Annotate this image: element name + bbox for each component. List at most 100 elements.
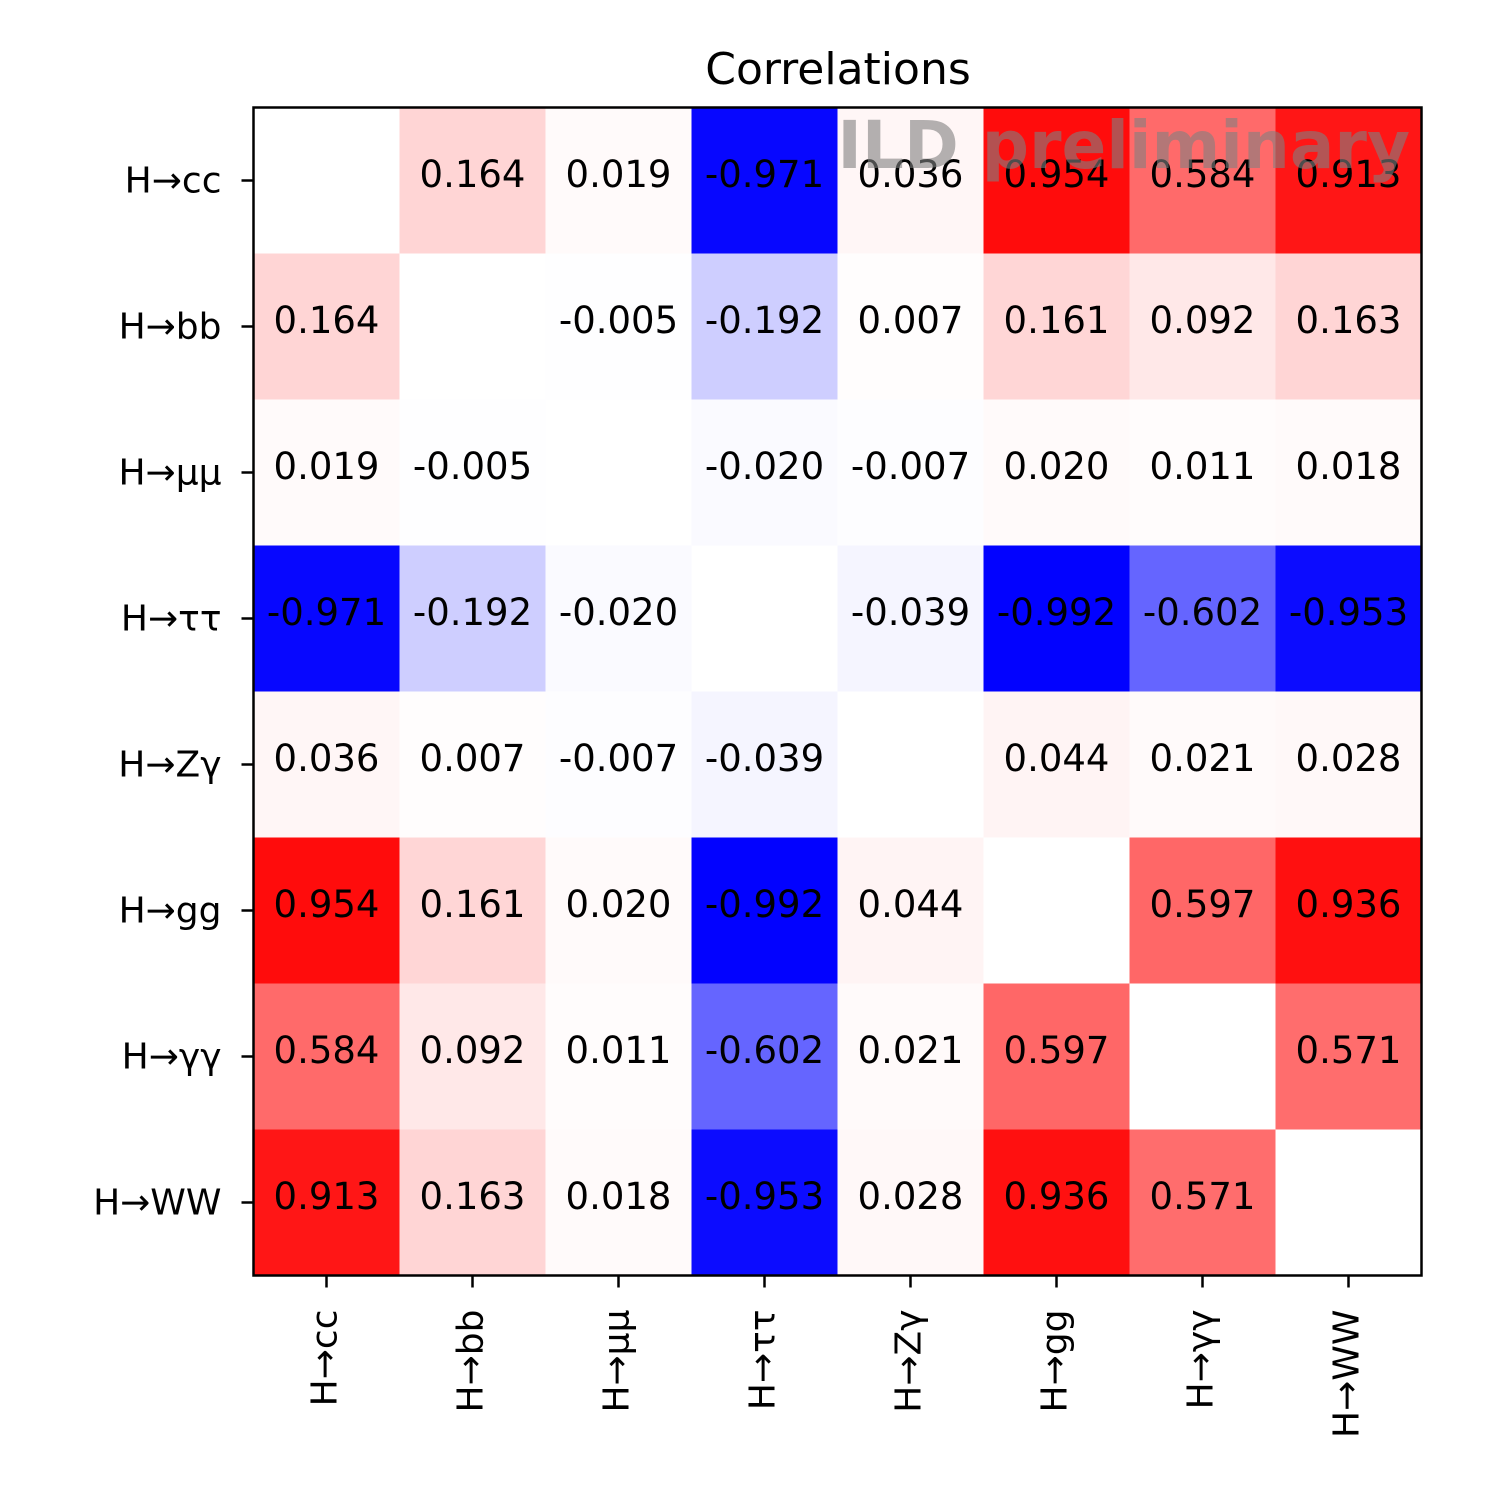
heatmap-cell xyxy=(837,837,985,985)
x-tick-label: H→bb xyxy=(451,1310,492,1413)
heatmap-cell xyxy=(399,399,547,547)
cell-value-label: 0.164 xyxy=(274,299,380,342)
heatmap-cell xyxy=(545,1129,693,1277)
cell-value-label: 0.007 xyxy=(420,737,526,780)
heatmap-cell xyxy=(253,253,401,401)
cell-value-label: -0.020 xyxy=(559,591,678,634)
heatmap-cell xyxy=(1129,1129,1277,1277)
heatmap-cell xyxy=(253,107,401,255)
heatmap-cell xyxy=(691,399,839,547)
y-tick-label: H→WW xyxy=(93,1183,221,1224)
cell-value-label: 0.913 xyxy=(274,1175,380,1218)
heatmap-cell xyxy=(983,983,1131,1131)
cell-value-label: 0.044 xyxy=(858,883,964,926)
heatmap-cell xyxy=(399,107,547,255)
heatmap-cell xyxy=(983,545,1131,693)
cell-value-label: -0.005 xyxy=(413,445,532,488)
cell-value-label: -0.953 xyxy=(705,1175,824,1218)
heatmap-cell xyxy=(399,1129,547,1277)
cell-value-label: 0.161 xyxy=(1004,299,1110,342)
cell-value-label: 0.018 xyxy=(566,1175,672,1218)
heatmap-cell xyxy=(837,983,985,1131)
heatmap-cell xyxy=(837,545,985,693)
heatmap-cell xyxy=(691,1129,839,1277)
heatmap-cell xyxy=(253,691,401,839)
cell-value-label: 0.036 xyxy=(274,737,380,780)
heatmap-cell xyxy=(1129,545,1277,693)
cell-value-label: -0.020 xyxy=(705,445,824,488)
x-tick-label: H→Zγ xyxy=(889,1310,930,1413)
cell-value-label: 0.021 xyxy=(1150,737,1256,780)
cell-value-label: -0.971 xyxy=(705,153,824,196)
y-tick-label: H→Zγ xyxy=(118,745,221,786)
cell-value-label: 0.571 xyxy=(1150,1175,1256,1218)
heatmap-cell xyxy=(1129,691,1277,839)
heatmap-cell xyxy=(253,1129,401,1277)
heatmap-cell xyxy=(399,545,547,693)
y-axis: H→cc H→bb H→μμ H→ττ H→Zγ H→gg H→γγ H→WW xyxy=(93,161,254,1224)
heatmap-cell-labels: 0.164 0.019 -0.971 0.036 0.954 0.584 0.913 0.16… xyxy=(267,153,1408,1218)
cell-value-label: 0.164 xyxy=(420,153,526,196)
cell-value-label: -0.992 xyxy=(705,883,824,926)
x-tick-label: H→ττ xyxy=(743,1310,784,1411)
x-tick-label: H→WW xyxy=(1327,1310,1368,1438)
heatmap-cell xyxy=(253,545,401,693)
heatmap-cell xyxy=(399,691,547,839)
heatmap-cell xyxy=(1129,837,1277,985)
cell-value-label: 0.011 xyxy=(1150,445,1256,488)
y-tick-label: H→cc xyxy=(125,161,222,202)
y-tick-label: H→γγ xyxy=(122,1037,222,1078)
heatmap-cell xyxy=(983,837,1131,985)
heatmap-cell xyxy=(983,107,1131,255)
x-tick-label: H→cc xyxy=(305,1310,346,1407)
heatmap-cell xyxy=(1129,399,1277,547)
cell-value-label: 0.019 xyxy=(566,153,672,196)
heatmap-cell xyxy=(399,983,547,1131)
cell-value-label: -0.007 xyxy=(559,737,678,780)
heatmap-cell xyxy=(545,691,693,839)
heatmap-cell xyxy=(691,107,839,255)
cell-value-label: 0.018 xyxy=(1296,445,1402,488)
y-tick-label: H→ττ xyxy=(121,599,222,640)
y-tick-label: H→bb xyxy=(119,307,222,348)
heatmap-cell xyxy=(691,691,839,839)
heatmap-cell xyxy=(1275,107,1423,255)
cell-value-label: 0.597 xyxy=(1150,883,1256,926)
heatmap-cell xyxy=(691,545,839,693)
heatmap-cell xyxy=(983,399,1131,547)
x-tick-label: H→gg xyxy=(1035,1310,1076,1413)
cell-value-label: 0.011 xyxy=(566,1029,672,1072)
cell-value-label: 0.571 xyxy=(1296,1029,1402,1072)
chart-title: Correlations xyxy=(705,44,971,95)
cell-value-label: 0.936 xyxy=(1296,883,1402,926)
cell-value-label: -0.039 xyxy=(705,737,824,780)
heatmap-cell xyxy=(545,837,693,985)
cell-value-label: 0.020 xyxy=(1004,445,1110,488)
heatmap-cell xyxy=(545,545,693,693)
cell-value-label: 0.163 xyxy=(420,1175,526,1218)
heatmap-cell xyxy=(1275,545,1423,693)
heatmap-cell xyxy=(545,983,693,1131)
heatmap-cell xyxy=(1129,253,1277,401)
heatmap-cell xyxy=(545,253,693,401)
cell-value-label: 0.028 xyxy=(1296,737,1402,780)
cell-value-label: 0.019 xyxy=(274,445,380,488)
cell-value-label: 0.036 xyxy=(858,153,964,196)
watermark-text: ILD preliminary xyxy=(837,107,1410,184)
cell-value-label: -0.039 xyxy=(851,591,970,634)
heatmap-cell xyxy=(1275,253,1423,401)
heatmap-cell xyxy=(1275,399,1423,547)
heatmap-cell xyxy=(983,1129,1131,1277)
cell-value-label: -0.007 xyxy=(851,445,970,488)
cell-value-label: 0.954 xyxy=(274,883,380,926)
cell-value-label: 0.021 xyxy=(858,1029,964,1072)
heatmap-cell xyxy=(691,837,839,985)
cell-value-label: 0.163 xyxy=(1296,299,1402,342)
cell-value-label: -0.192 xyxy=(705,299,824,342)
heatmap-cell xyxy=(545,107,693,255)
cell-value-label: -0.971 xyxy=(267,591,386,634)
y-tick-label: H→μμ xyxy=(118,453,221,494)
cell-value-label: 0.044 xyxy=(1004,737,1110,780)
cell-value-label: 0.584 xyxy=(1150,153,1256,196)
